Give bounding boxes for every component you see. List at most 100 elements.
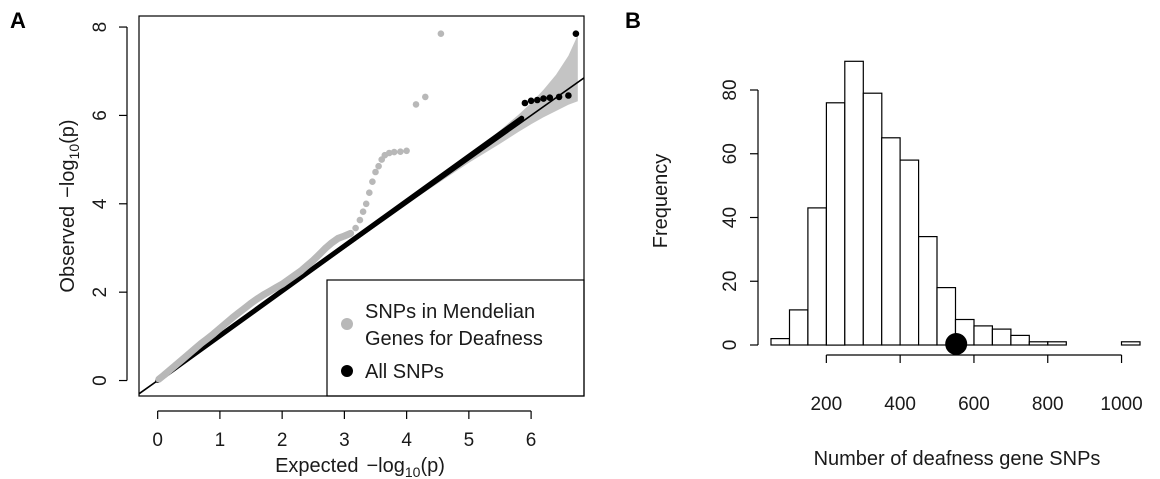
point-deafness-44 bbox=[397, 148, 404, 155]
x-tick-label-5: 5 bbox=[464, 430, 475, 451]
y-axis-label: Observed−log10(p) bbox=[57, 119, 82, 292]
histogram-bar-50 bbox=[770, 338, 791, 346]
y-tick-label-40: 40 bbox=[720, 207, 741, 228]
x-tick-label-400: 400 bbox=[884, 394, 916, 415]
point-deafness-11 bbox=[222, 319, 230, 327]
histogram-bar-300 bbox=[862, 92, 883, 346]
legend-box bbox=[326, 279, 585, 397]
x-tick-label-1000: 1000 bbox=[1100, 394, 1142, 415]
point-deafness-45 bbox=[403, 147, 410, 155]
point-all-snps-0 bbox=[521, 99, 529, 107]
point-deafness-6 bbox=[191, 345, 199, 353]
y-tick-label-20: 20 bbox=[720, 271, 741, 292]
y-tick-label-0: 0 bbox=[720, 340, 741, 351]
point-deafness-8 bbox=[204, 335, 211, 342]
point-deafness-0 bbox=[155, 375, 163, 383]
point-deafness-39 bbox=[375, 162, 382, 170]
point-deafness-23 bbox=[297, 267, 305, 275]
point-deafness-26 bbox=[316, 250, 323, 258]
panel-label-a: A bbox=[10, 8, 26, 33]
point-deafness-4 bbox=[179, 356, 186, 363]
point-deafness-5 bbox=[185, 350, 193, 358]
y-tick-label-8: 8 bbox=[90, 22, 111, 33]
point-deafness-37 bbox=[369, 178, 376, 185]
x-tick-label-6: 6 bbox=[526, 430, 537, 451]
y-tick-label-4: 4 bbox=[90, 198, 111, 209]
x-tick-label-4: 4 bbox=[401, 430, 412, 451]
x-tick-label-3: 3 bbox=[339, 430, 350, 451]
y-axis: 0 20 40 60 80 bbox=[720, 79, 759, 351]
point-deafness-28 bbox=[328, 239, 336, 246]
histogram: 200 400 600 800 1000 0 20 40 60 80 Number of dea… bbox=[650, 60, 1143, 470]
point-deafness-24 bbox=[303, 262, 311, 270]
point-deafness-43 bbox=[390, 148, 398, 156]
point-deafness-2 bbox=[166, 366, 174, 374]
histogram-bar-350 bbox=[881, 137, 901, 346]
point-deafness-9 bbox=[210, 330, 217, 338]
histogram-bar-100 bbox=[788, 309, 809, 346]
point-deafness-32 bbox=[352, 224, 359, 232]
legend: SNPs in Mendelian Genes for Deafness All… bbox=[326, 279, 585, 397]
point-deafness-19 bbox=[272, 284, 280, 292]
histogram-bar-250 bbox=[844, 60, 864, 346]
point-all-snps-5 bbox=[555, 93, 563, 101]
point-deafness-22 bbox=[291, 272, 298, 279]
point-all-snps-4 bbox=[546, 94, 554, 101]
legend-label-deafness-line1: SNPs in Mendelian bbox=[365, 301, 535, 323]
point-all-snps-7 bbox=[572, 30, 580, 37]
x-tick-label-2: 2 bbox=[277, 430, 288, 451]
point-deafness-35 bbox=[362, 200, 370, 208]
point-all-snps-2 bbox=[534, 96, 541, 104]
point-deafness-16 bbox=[253, 295, 261, 303]
x-axis-label: Expected −log10(p) bbox=[275, 455, 445, 479]
qq-plot: 0 1 2 3 4 5 6 0 2 4 6 8 Expected −log10(p) Observed… bbox=[57, 15, 585, 479]
point-deafness-17 bbox=[260, 291, 267, 299]
x-axis: 200 400 600 800 1000 bbox=[810, 354, 1143, 415]
point-deafness-25 bbox=[310, 257, 317, 264]
legend-marker-all-snps bbox=[341, 365, 353, 377]
point-deafness-48 bbox=[437, 30, 445, 37]
point-all-snps-3 bbox=[540, 95, 547, 102]
histogram-bar-150 bbox=[807, 207, 828, 346]
legend-label-deafness-line2: Genes for Deafness bbox=[365, 328, 543, 350]
reference-line-group bbox=[139, 77, 584, 395]
point-deafness-38 bbox=[372, 168, 379, 176]
point-deafness-36 bbox=[366, 189, 373, 196]
y-tick-label-80: 80 bbox=[720, 79, 741, 100]
point-deafness-27 bbox=[322, 244, 330, 252]
reference-line bbox=[139, 77, 584, 395]
point-deafness-29 bbox=[334, 235, 342, 242]
point-deafness-12 bbox=[229, 314, 236, 322]
legend-label-all-snps: All SNPs bbox=[365, 361, 444, 383]
point-deafness-21 bbox=[285, 276, 292, 284]
x-axis: 0 1 2 3 4 5 6 bbox=[152, 410, 537, 451]
y-axis: 0 2 4 6 8 bbox=[90, 22, 128, 386]
x-tick-label-1: 1 bbox=[215, 430, 226, 451]
point-deafness-47 bbox=[422, 93, 429, 101]
y-tick-label-60: 60 bbox=[720, 143, 741, 164]
x-axis-label: Number of deafness gene SNPs bbox=[814, 448, 1101, 470]
legend-marker-deafness bbox=[341, 318, 353, 330]
x-tick-label-0: 0 bbox=[152, 430, 163, 451]
histogram-bar-1000 bbox=[1120, 341, 1141, 346]
x-tick-label-800: 800 bbox=[1032, 394, 1064, 415]
point-deafness-7 bbox=[197, 340, 205, 347]
y-tick-label-0: 0 bbox=[90, 375, 111, 386]
histogram-bars bbox=[770, 60, 1141, 346]
panel-label-b: B bbox=[625, 8, 641, 33]
histogram-bar-750 bbox=[1028, 341, 1049, 346]
point-deafness-33 bbox=[356, 216, 364, 224]
point-deafness-46 bbox=[412, 101, 420, 108]
y-axis-label: Frequency bbox=[650, 154, 672, 249]
histogram-bar-700 bbox=[1010, 334, 1030, 346]
observed-value-marker bbox=[945, 333, 968, 355]
point-deafness-31 bbox=[347, 230, 354, 237]
point-deafness-3 bbox=[173, 361, 180, 368]
histogram-bar-400 bbox=[899, 159, 920, 346]
y-tick-label-6: 6 bbox=[90, 110, 111, 121]
y-tick-label-2: 2 bbox=[90, 287, 111, 298]
point-deafness-42 bbox=[385, 149, 393, 157]
histogram-bar-200 bbox=[825, 102, 846, 346]
x-tick-label-200: 200 bbox=[810, 394, 842, 415]
